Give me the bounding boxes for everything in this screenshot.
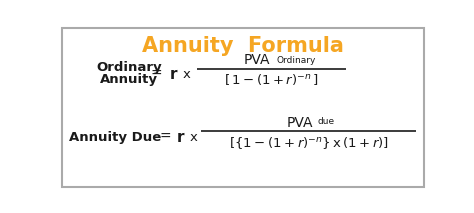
Text: Annuity  Formula: Annuity Formula (142, 36, 344, 56)
Text: x: x (182, 68, 190, 81)
FancyBboxPatch shape (62, 28, 424, 187)
Text: $\bf{r}$: $\bf{r}$ (176, 130, 186, 145)
Text: =: = (160, 130, 171, 144)
Text: PVA: PVA (286, 116, 313, 130)
Text: PVA: PVA (244, 53, 270, 67)
Text: due: due (317, 117, 335, 126)
Text: =: = (150, 67, 162, 81)
Text: $[\{1-(1+r)^{-n}\}\,\mathrm{x}\,(1+r)]$: $[\{1-(1+r)^{-n}\}\,\mathrm{x}\,(1+r)]$ (229, 135, 389, 151)
Text: $[\,1-(1+r)^{-n}\,]$: $[\,1-(1+r)^{-n}\,]$ (224, 72, 319, 87)
Text: Ordinary: Ordinary (276, 56, 316, 65)
Text: $\bf{r}$: $\bf{r}$ (169, 67, 179, 82)
Text: Annuity Due: Annuity Due (69, 131, 161, 144)
Text: Ordinary: Ordinary (96, 61, 162, 74)
Text: Annuity: Annuity (100, 73, 158, 86)
Text: x: x (190, 131, 197, 144)
